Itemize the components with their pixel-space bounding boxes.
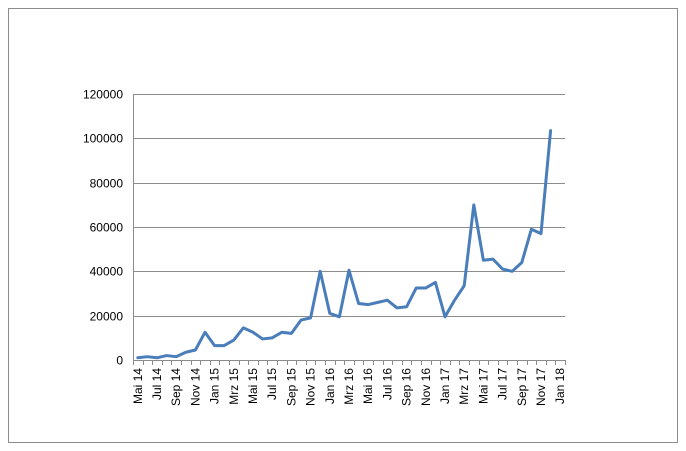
y-tick-label-5: 100000 — [83, 132, 123, 146]
x-tick-label-22: Jan 18 — [553, 368, 567, 404]
y-tick-label-0: 0 — [116, 354, 123, 368]
x-tick-label-18: Mai 17 — [476, 368, 490, 404]
y-tick-label-1: 20000 — [90, 310, 124, 324]
x-tick-label-2: Sep 14 — [169, 368, 183, 406]
x-tick-label-5: Mrz 15 — [227, 368, 241, 405]
x-tick-label-14: Sep 16 — [400, 368, 414, 406]
x-tick-label-19: Jul 17 — [496, 368, 510, 400]
x-tick-label-10: Jan 16 — [323, 368, 337, 404]
chart-frame — [8, 8, 678, 443]
x-tick-label-15: Nov 16 — [419, 368, 433, 406]
y-tick-label-3: 60000 — [90, 221, 124, 235]
x-tick-label-6: Mai 15 — [246, 368, 260, 404]
x-tick-label-13: Jul 16 — [380, 368, 394, 400]
x-tick-label-7: Jul 15 — [265, 368, 279, 400]
y-tick-label-4: 80000 — [90, 177, 124, 191]
x-tick-label-8: Sep 15 — [284, 368, 298, 406]
x-tick-label-11: Mrz 16 — [342, 368, 356, 405]
x-tick-label-17: Mrz 17 — [457, 368, 471, 405]
x-tick-label-21: Nov 17 — [534, 368, 548, 406]
x-tick-label-0: Mai 14 — [131, 368, 145, 404]
x-tick-label-4: Jan 15 — [208, 368, 222, 404]
x-tick-label-12: Mai 16 — [361, 368, 375, 404]
y-tick-label-6: 120000 — [83, 88, 123, 102]
x-tick-label-1: Jul 14 — [150, 368, 164, 400]
y-tick-label-2: 40000 — [90, 265, 124, 279]
x-tick-label-3: Nov 14 — [188, 368, 202, 406]
x-tick-label-20: Sep 17 — [515, 368, 529, 406]
x-tick-label-16: Jan 17 — [438, 368, 452, 404]
x-tick-label-9: Nov 15 — [304, 368, 318, 406]
series-line-0 — [136, 129, 553, 360]
